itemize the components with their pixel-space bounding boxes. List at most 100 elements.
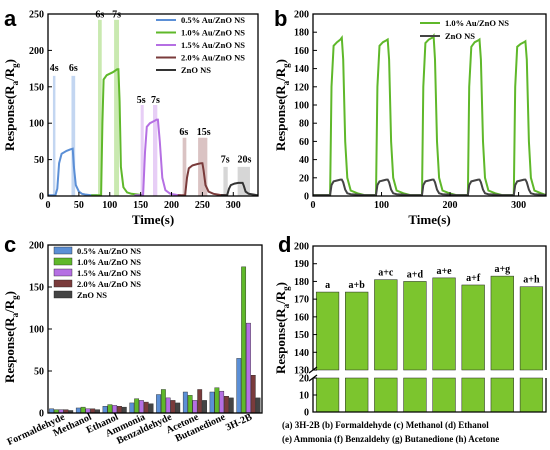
- legend-label-c-2: 1.5% Au/ZnO NS: [77, 268, 141, 278]
- annotation-a-s3-1: 15s: [197, 127, 211, 138]
- bar-c-5-1: [187, 395, 193, 414]
- legend-label-c-0: 0.5% Au/ZnO NS: [77, 246, 141, 256]
- ytick-label-c-2: 100: [29, 325, 44, 336]
- data-label-d-3: a+d: [407, 269, 424, 280]
- series-line-a-0: [48, 147, 98, 197]
- annotation-a-s0-1: 6s: [69, 63, 78, 74]
- bar-c-2-4: [121, 406, 127, 414]
- bar-d-lower-7: [519, 377, 544, 413]
- legend-caption-d-0: (a) 3H-2B (b) Formaldehyde (c) Methanol …: [282, 420, 489, 430]
- response-band-a-s0-1: [71, 75, 76, 196]
- response-band-a-s1-0: [98, 19, 102, 196]
- response-band-a-s1-1: [114, 19, 120, 196]
- bar-c-5-4: [202, 400, 207, 414]
- data-label-d-2: a+c: [378, 268, 394, 279]
- series-line-a-4: [220, 181, 259, 197]
- legend-label-c-1: 1.0% Au/ZnO NS: [77, 257, 141, 267]
- ytick-label-b-10: 200: [294, 10, 309, 21]
- bar-d-lower-2: [374, 377, 398, 413]
- ytick-label-d-upper-7: 200: [294, 242, 309, 253]
- xtick-label-b-1: 100: [374, 200, 389, 211]
- bar-c-6-3: [224, 396, 229, 414]
- bar-c-2-1: [107, 404, 113, 414]
- series-line-a-1: [91, 68, 144, 197]
- ylabel-part-4: ): [2, 59, 17, 63]
- annotation-a-s4-0: 7s: [221, 155, 230, 166]
- annotation-a-s0-0: 4s: [50, 63, 59, 74]
- xlabel-a: Time(s): [132, 212, 174, 227]
- panel-letter-b: b: [274, 6, 287, 31]
- bar-c-5-0: [182, 391, 188, 414]
- chart-panel-b: 0 20 40 60 80 100 120 140 160 180 200 0 100 200 300 Tim…: [273, 10, 547, 227]
- bar-c-4-3: [170, 400, 176, 414]
- series-line-b-0: [313, 32, 547, 197]
- ylabel-part-2: /R: [2, 299, 17, 314]
- ytick-label-b-1: 20: [299, 173, 309, 184]
- ytick-label-d-lower-0: 0: [304, 408, 309, 419]
- ytick-label-d-upper-0: 130: [294, 366, 309, 377]
- ytick-label-a-3: 150: [29, 82, 44, 93]
- legend-label-a-3: 2.0% Au/ZnO NS: [181, 53, 245, 63]
- legend-label-a-0: 0.5% Au/ZnO NS: [181, 15, 245, 25]
- bar-c-4-1: [160, 389, 166, 414]
- series-line-b-1: [313, 178, 547, 197]
- ylabel-part-4: ): [2, 291, 17, 295]
- bar-d-upper-6: [490, 275, 514, 371]
- ytick-label-d-lower-1: 10: [299, 391, 309, 402]
- ylabel-part-1: a: [10, 80, 20, 85]
- annotation-a-s1-1: 7s: [112, 10, 121, 21]
- response-band-a-s2-1: [153, 105, 158, 196]
- ytick-label-b-8: 160: [294, 46, 309, 57]
- panel-letter-a: a: [4, 6, 17, 31]
- ytick-label-b-9: 180: [294, 28, 309, 39]
- ytick-label-b-5: 100: [294, 101, 309, 112]
- data-label-d-1: a+b: [349, 280, 366, 291]
- bar-c-6-2: [219, 390, 225, 414]
- ytick-label-d-upper-1: 140: [294, 348, 309, 359]
- xtick-label-a-6: 300: [226, 200, 241, 211]
- legend-swatch-c-2: [53, 268, 73, 277]
- ylabel-part-0: Response(R: [273, 85, 288, 151]
- annotation-a-s2-0: 5s: [137, 95, 146, 106]
- legend-caption-d-1: (e) Ammonia (f) Benzaldehy (g) Butanedio…: [282, 434, 499, 444]
- legend-label-a-1: 1.0% Au/ZnO NS: [181, 28, 245, 38]
- ytick-label-b-7: 140: [294, 64, 309, 75]
- ytick-label-b-6: 120: [294, 82, 309, 93]
- bar-c-4-4: [175, 402, 181, 414]
- ylabel-part-2: /R: [273, 67, 288, 82]
- ytick-label-a-4: 200: [29, 46, 44, 57]
- legend-label-b-1: ZnO NS: [445, 31, 475, 41]
- bar-c-7-1: [241, 266, 247, 414]
- legend-swatch-c-0: [53, 246, 73, 255]
- ytick-label-d-upper-4: 170: [294, 295, 309, 306]
- bar-c-2-0: [102, 406, 108, 414]
- bar-c-7-2: [246, 322, 251, 414]
- response-band-a-s4-0: [223, 166, 228, 196]
- ylabel-a: Response(Ra/Rg): [2, 59, 20, 151]
- bar-c-1-1: [80, 406, 86, 414]
- bar-d-upper-3: [403, 281, 427, 371]
- bar-c-7-4: [255, 397, 261, 414]
- ylabel-part-1: a: [10, 312, 20, 317]
- bar-c-6-0: [209, 391, 215, 414]
- xlabel-b: Time(s): [408, 212, 450, 227]
- chart-panel-a: 4s 6s 6s 7s 5s 7s 6s 15s 7s 20s 0 50 100 150 200 250 0 50…: [2, 10, 259, 227]
- bar-c-4-0: [156, 394, 161, 414]
- chart-panel-c: FormaldehydeMethanolEthanolAmmoniaBenzal…: [2, 241, 263, 448]
- series-line-a-3: [177, 162, 228, 197]
- bar-d-upper-7: [519, 286, 544, 371]
- ytick-label-a-5: 250: [29, 10, 44, 21]
- ylabel-part-4: ): [273, 282, 288, 286]
- chart-panel-d: a a+b a+c a+d a+e a+f a+g a+h 130 140 150 160 170 180…: [273, 242, 547, 444]
- ytick-label-d-upper-6: 190: [294, 259, 309, 270]
- ylabel-part-2: /R: [273, 290, 288, 305]
- ytick-label-c-4: 200: [29, 241, 44, 252]
- panel-letter-c: c: [4, 232, 16, 257]
- plot-frame-d-upper: [312, 245, 547, 370]
- legend-label-a-4: ZnO NS: [181, 65, 211, 75]
- legend-label-c-4: ZnO NS: [77, 290, 107, 300]
- data-label-d-6: a+g: [494, 264, 510, 275]
- legend-label-b-0: 1.0% Au/ZnO NS: [445, 18, 509, 28]
- ytick-label-b-3: 60: [299, 137, 309, 148]
- bar-d-lower-4: [432, 377, 456, 413]
